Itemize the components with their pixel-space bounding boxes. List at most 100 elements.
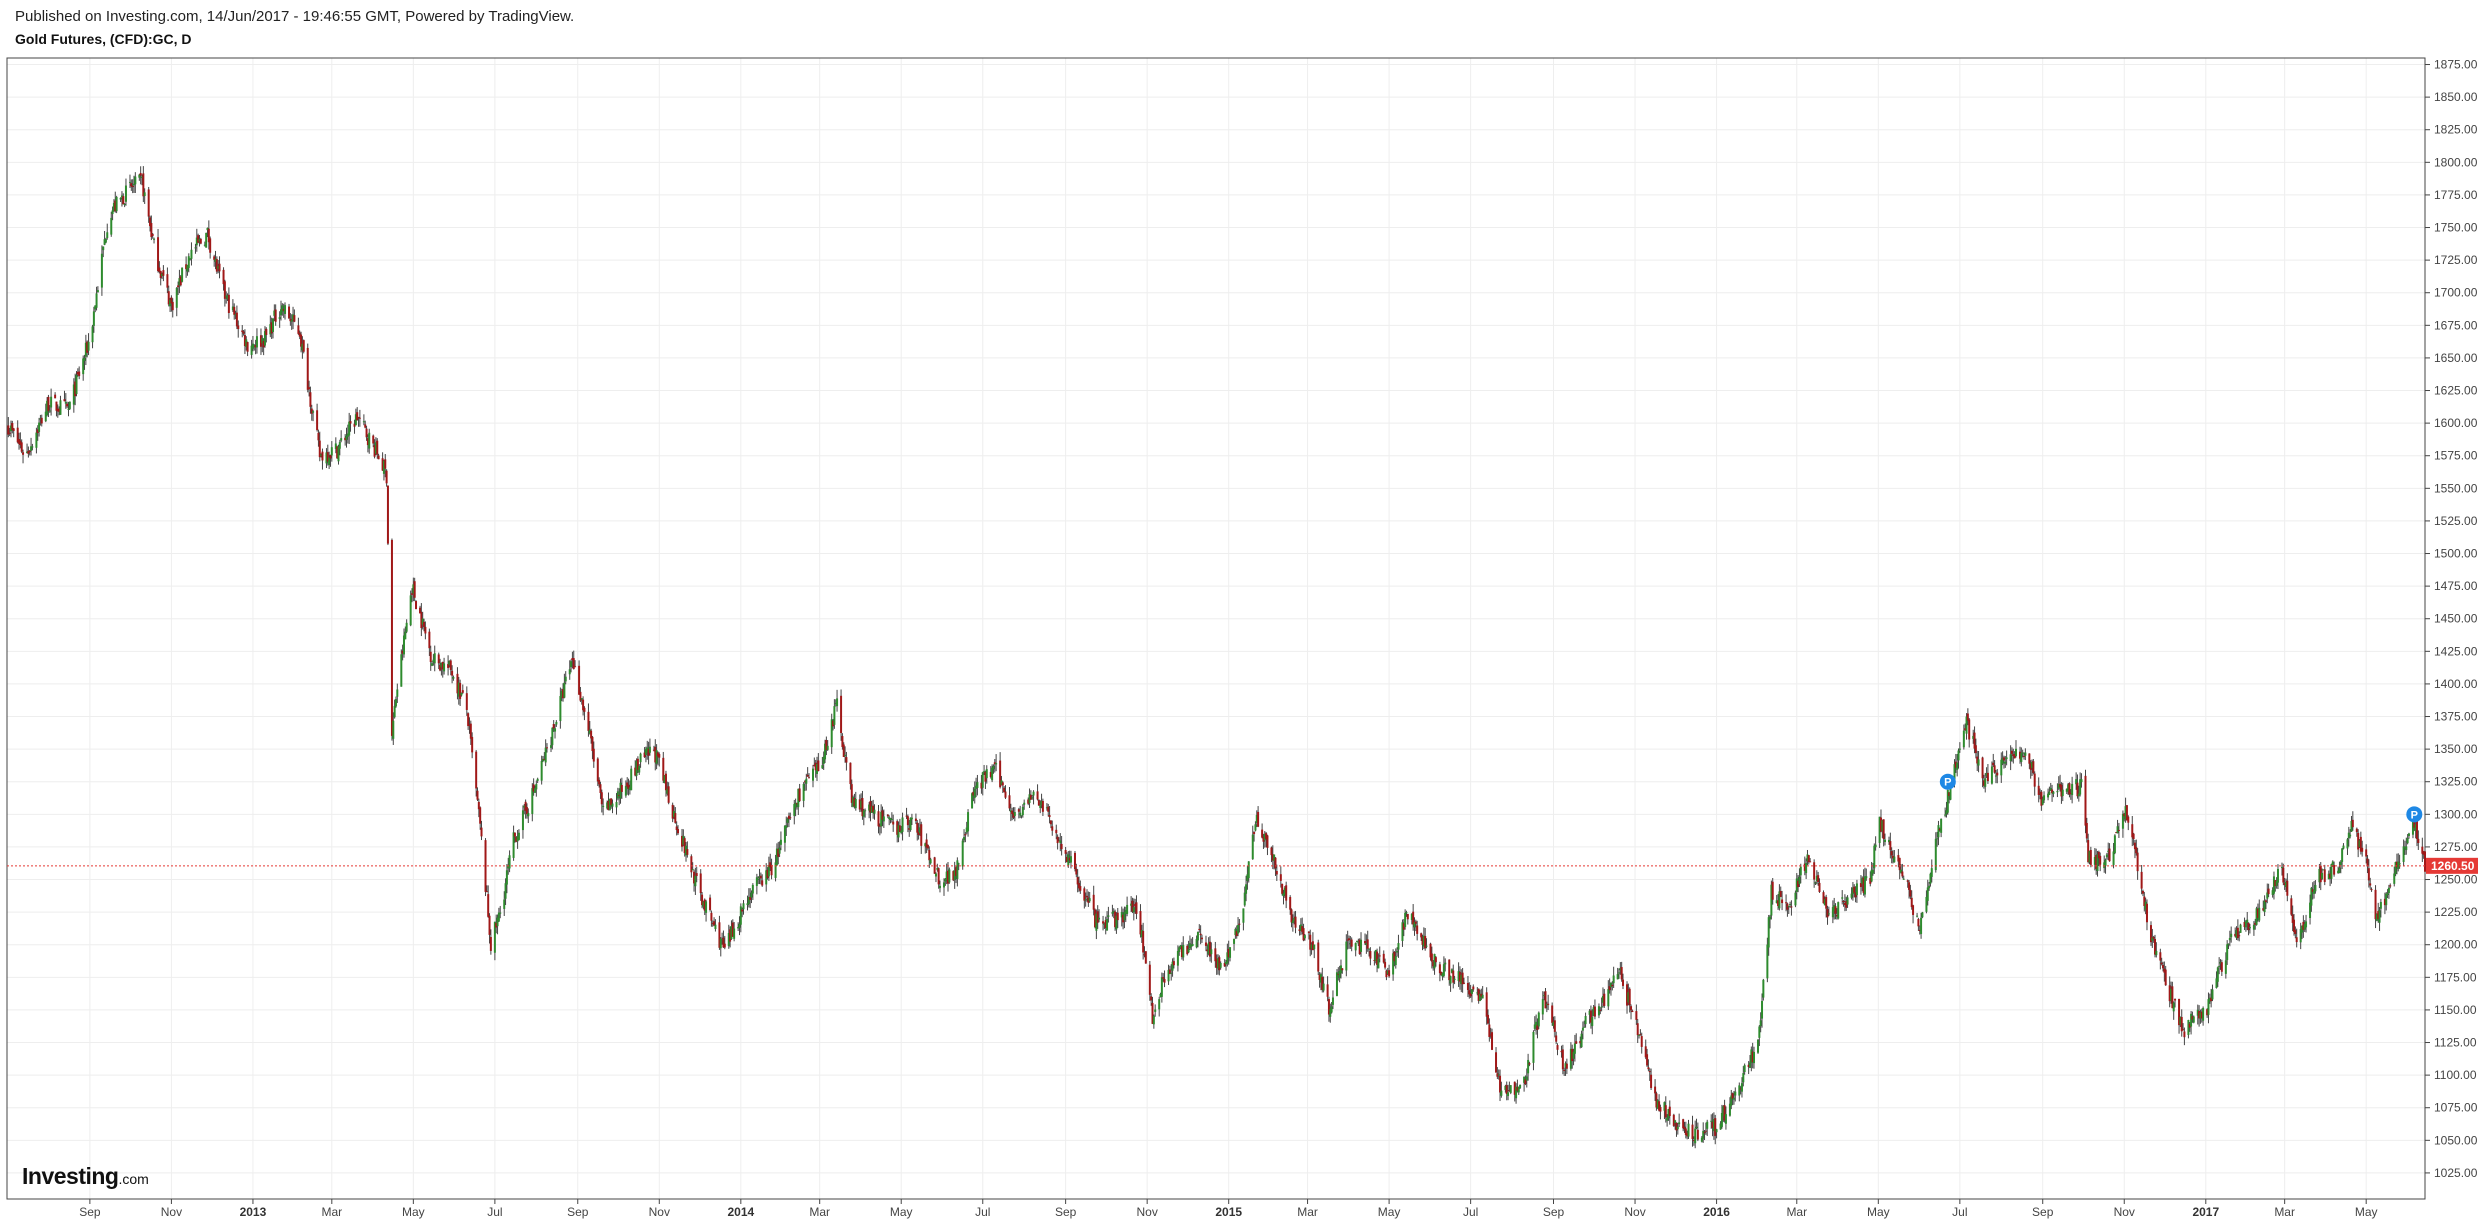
candle bbox=[1051, 820, 1054, 836]
candle bbox=[662, 751, 665, 784]
candle-body-up bbox=[2258, 907, 2261, 921]
candle-body-up bbox=[38, 422, 41, 432]
candle bbox=[844, 746, 847, 763]
candle-body-up bbox=[1069, 856, 1072, 863]
candle-body-up bbox=[889, 818, 892, 820]
candle bbox=[2084, 769, 2087, 834]
candle bbox=[1925, 890, 1928, 914]
candle bbox=[2227, 943, 2230, 949]
candle-body-down bbox=[308, 387, 311, 390]
candle bbox=[713, 917, 716, 926]
candle bbox=[413, 577, 416, 602]
price-axis[interactable]: 1025.001050.001075.001100.001125.001150.… bbox=[2425, 58, 2478, 1180]
candle bbox=[1219, 961, 1222, 970]
candle bbox=[568, 660, 571, 680]
candle-body-down bbox=[1311, 941, 1314, 951]
candle-body-down bbox=[213, 256, 216, 260]
candle bbox=[1487, 1009, 1490, 1025]
candle bbox=[1369, 947, 1372, 966]
candle bbox=[67, 401, 70, 417]
candle-body-down bbox=[86, 341, 89, 353]
candle bbox=[588, 720, 591, 735]
chart-symbol-title[interactable]: Gold Futures, (CFD):GC, D bbox=[15, 31, 192, 47]
candle bbox=[1386, 967, 1389, 975]
candle bbox=[2358, 839, 2361, 849]
candle-body-down bbox=[495, 922, 498, 928]
candle-body-up bbox=[504, 883, 507, 899]
candle-body-up bbox=[1299, 924, 1302, 931]
candle bbox=[1686, 1130, 1689, 1140]
candle bbox=[393, 699, 396, 719]
candle-body-up bbox=[2155, 950, 2158, 956]
candle-body-up bbox=[2021, 752, 2024, 754]
candle-body-down bbox=[2089, 849, 2092, 865]
candle bbox=[2276, 864, 2279, 890]
candle bbox=[638, 764, 641, 775]
candle bbox=[2238, 931, 2241, 942]
candle-body-up bbox=[973, 788, 976, 799]
candle-body-up bbox=[290, 319, 293, 322]
candle bbox=[39, 414, 42, 426]
candle-body-down bbox=[461, 690, 464, 693]
candle-body-up bbox=[203, 244, 206, 246]
candle bbox=[1525, 1068, 1528, 1088]
candle bbox=[1404, 909, 1407, 930]
candle bbox=[1841, 890, 1844, 905]
candle-body-up bbox=[1098, 917, 1101, 920]
candle-body-down bbox=[803, 781, 806, 783]
candle bbox=[2115, 831, 2118, 834]
candle bbox=[2153, 934, 2156, 958]
candle bbox=[1769, 914, 1772, 929]
candle bbox=[273, 304, 276, 322]
candle-body-down bbox=[22, 452, 25, 455]
candle-body-up bbox=[1123, 912, 1126, 921]
candle bbox=[1704, 1122, 1707, 1135]
candle bbox=[149, 215, 152, 232]
candle bbox=[656, 751, 659, 766]
candle-body-up bbox=[2313, 890, 2316, 894]
candle bbox=[138, 173, 141, 181]
candle-body-up bbox=[2255, 908, 2258, 925]
candle-body-down bbox=[262, 341, 265, 348]
candle bbox=[759, 872, 762, 885]
candle bbox=[1349, 936, 1352, 949]
candle-body-down bbox=[385, 470, 388, 484]
candle-body-down bbox=[1116, 912, 1119, 921]
candle bbox=[421, 611, 424, 630]
marker-label: P bbox=[1944, 777, 1951, 789]
candle bbox=[618, 788, 621, 806]
candle-body-down bbox=[1227, 948, 1230, 958]
candle bbox=[590, 728, 593, 744]
candle bbox=[1485, 987, 1488, 1025]
candle bbox=[1732, 1090, 1735, 1105]
candle-body-down bbox=[326, 452, 329, 462]
candle-body-down bbox=[681, 835, 684, 847]
candle-body-down bbox=[572, 658, 575, 669]
candle-body-down bbox=[2133, 842, 2136, 850]
candle bbox=[2067, 782, 2070, 796]
candle bbox=[1854, 886, 1857, 903]
candle-body-up bbox=[187, 256, 190, 268]
time-axis[interactable]: Sep Nov 2013 Mar May Jul Sep Nov 2014 Mar May Jul Se… bbox=[79, 1199, 2378, 1219]
candle-body-up bbox=[648, 746, 651, 753]
candle bbox=[2374, 885, 2377, 929]
candle-body-down bbox=[2162, 964, 2165, 969]
x-tick-label: May bbox=[2355, 1205, 2378, 1219]
candle bbox=[2024, 748, 2027, 761]
candle-body-up bbox=[1940, 818, 1943, 833]
candle-body-down bbox=[170, 297, 173, 304]
candle bbox=[1378, 946, 1381, 963]
candle bbox=[1666, 1114, 1669, 1127]
candle-body-up bbox=[953, 870, 956, 881]
candle-body-down bbox=[546, 747, 549, 749]
candle-body-down bbox=[2286, 880, 2289, 896]
candle bbox=[177, 281, 180, 296]
candle-body-up bbox=[517, 832, 520, 840]
candle-body-down bbox=[842, 744, 845, 757]
candle bbox=[1017, 807, 1020, 819]
candle-body-up bbox=[765, 870, 768, 885]
candle bbox=[396, 683, 399, 703]
candle bbox=[767, 856, 770, 881]
candle-body-down bbox=[2002, 757, 2005, 761]
